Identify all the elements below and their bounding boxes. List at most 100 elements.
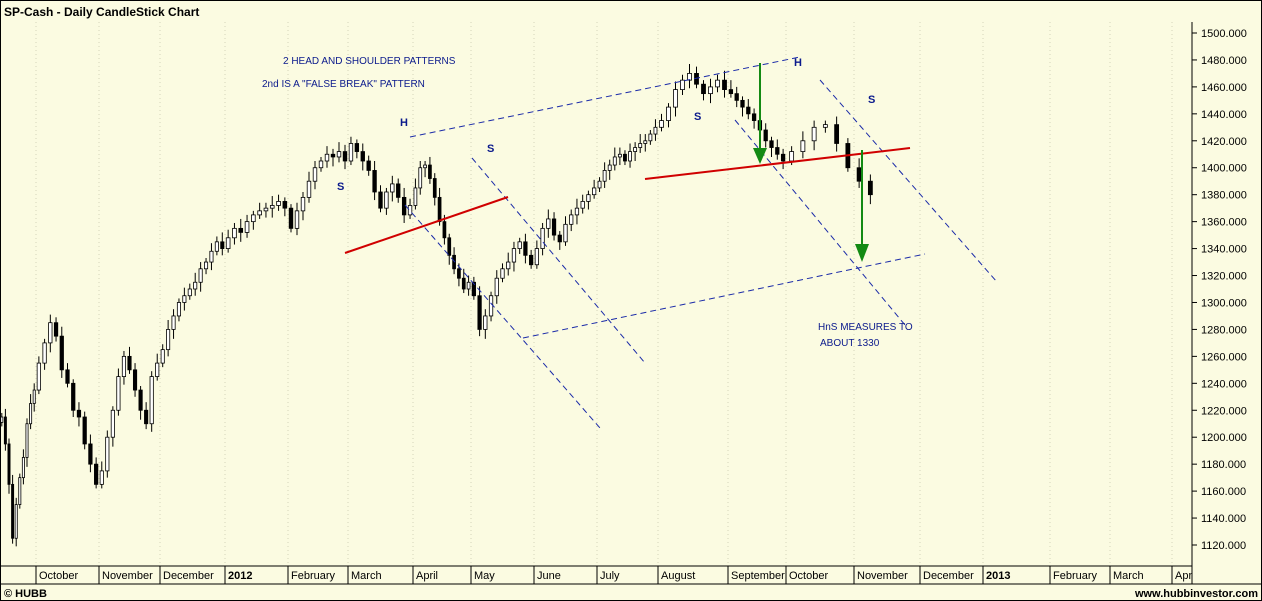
candle-body xyxy=(53,322,59,337)
candle-body xyxy=(7,443,11,485)
candle-body xyxy=(29,403,33,425)
measure-note-2: ABOUT 1330 xyxy=(820,338,880,349)
candle xyxy=(269,196,275,218)
candle-body xyxy=(18,477,22,505)
shoulder-label-4: S xyxy=(868,94,875,106)
candle-body xyxy=(42,342,47,364)
candle-body xyxy=(617,153,622,158)
candle xyxy=(166,319,171,357)
candle-body xyxy=(138,389,143,411)
candle xyxy=(36,356,41,395)
candle-body xyxy=(780,153,786,162)
candle xyxy=(155,353,160,381)
candle-body xyxy=(687,73,692,81)
candle-body xyxy=(127,355,132,371)
shoulder-label-2: S xyxy=(487,143,494,155)
candle-body xyxy=(348,143,354,162)
candle xyxy=(82,411,87,450)
candle-body xyxy=(257,210,262,216)
candle-body xyxy=(701,83,706,95)
candle xyxy=(209,243,214,271)
x-tick-label: 2012 xyxy=(228,570,252,582)
candle-body xyxy=(11,483,15,539)
candle-body xyxy=(648,133,653,142)
candle-body xyxy=(59,335,64,371)
y-tick-label: 1320.000 xyxy=(1201,271,1247,283)
candle-body xyxy=(437,196,442,223)
y-tick-label: 1200.000 xyxy=(1201,432,1247,444)
candle-body xyxy=(269,205,275,209)
candle-body xyxy=(225,237,231,249)
neckline-2 xyxy=(644,147,911,180)
candle-body xyxy=(477,295,482,330)
candle-body xyxy=(574,207,580,216)
candle-body xyxy=(378,191,383,209)
candle-body xyxy=(324,153,330,162)
measure-arrowhead-1 xyxy=(753,148,767,164)
candle-body xyxy=(71,382,76,411)
candle xyxy=(623,150,627,166)
candle-body xyxy=(390,183,395,193)
candle xyxy=(466,275,471,296)
candle-body xyxy=(155,362,160,377)
vertical-gridlines xyxy=(35,22,1173,566)
x-tick-label: November xyxy=(857,570,908,582)
x-tick-label: August xyxy=(661,570,695,582)
candle xyxy=(811,120,817,151)
candle xyxy=(834,116,840,152)
candle xyxy=(116,368,121,416)
candle xyxy=(251,210,256,230)
x-tick-label: June xyxy=(537,570,561,582)
candle-body xyxy=(834,124,840,144)
y-tick-label: 1340.000 xyxy=(1201,244,1247,256)
candle xyxy=(182,287,187,311)
candle-body xyxy=(160,349,165,364)
x-tick-label: February xyxy=(1053,570,1098,582)
candle-body xyxy=(3,416,7,445)
candle-body xyxy=(232,227,237,239)
candle-body xyxy=(149,376,154,425)
y-axis: 1120.000 1140.000 1160.000 1180.000 1200.000… xyxy=(1192,28,1247,552)
y-tick-label: 1420.000 xyxy=(1201,136,1247,148)
candle-body xyxy=(396,183,401,198)
x-tick-label: September xyxy=(731,570,785,582)
candle xyxy=(722,70,727,98)
candle-body xyxy=(483,315,488,330)
candle-body xyxy=(48,322,53,344)
y-tick-label: 1380.000 xyxy=(1201,190,1247,202)
candle xyxy=(557,231,562,250)
candle xyxy=(348,136,354,166)
candle xyxy=(586,190,591,210)
candle-body xyxy=(36,362,41,391)
candle-body xyxy=(763,129,768,142)
candle-body xyxy=(88,443,93,465)
candle-body xyxy=(144,409,149,425)
candle xyxy=(708,78,713,104)
candle xyxy=(25,418,29,467)
candle xyxy=(602,162,607,188)
y-tick-label: 1240.000 xyxy=(1201,378,1247,390)
candle xyxy=(775,139,780,160)
candle-body xyxy=(423,164,427,169)
candle xyxy=(633,142,638,161)
shoulder-label-1: S xyxy=(337,181,344,193)
candle xyxy=(88,434,93,473)
y-tick-label: 1440.000 xyxy=(1201,109,1247,121)
candle xyxy=(418,161,423,195)
candle-body xyxy=(32,389,36,404)
candle xyxy=(138,386,143,420)
website-link[interactable]: www.hubbinvestor.com xyxy=(1134,588,1258,600)
candle xyxy=(511,241,517,272)
candle xyxy=(65,363,70,388)
candle xyxy=(160,344,165,368)
candle-body xyxy=(76,409,82,418)
candle xyxy=(523,233,528,264)
candle xyxy=(306,171,312,203)
candle-body xyxy=(523,241,528,256)
candle xyxy=(127,346,132,374)
candle-body xyxy=(0,416,4,423)
candle-body xyxy=(312,167,318,182)
measure-note-1: HnS MEASURES TO xyxy=(818,322,913,333)
candle xyxy=(318,156,324,172)
